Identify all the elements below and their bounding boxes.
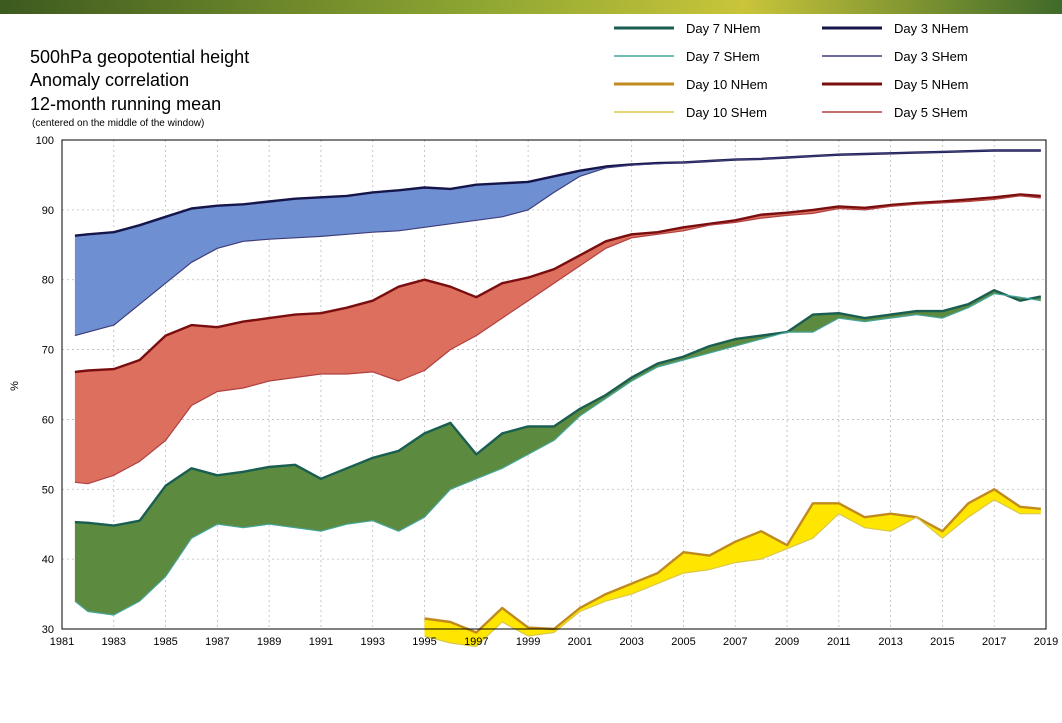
series-line-day-5-shem: [74, 195, 1041, 485]
band-day-10-nhem-to-day-10-shem: [424, 489, 1041, 647]
x-tick-label: 2019: [1034, 636, 1058, 648]
x-tick-label: 1989: [257, 636, 281, 648]
chart-title-line-2: Anomaly correlation: [30, 70, 189, 90]
series-line-day-10-shem: [424, 499, 1041, 648]
chart-title-line-3: 12-month running mean: [30, 94, 221, 114]
chart-note: (centered on the middle of the window): [32, 118, 204, 129]
x-tick-label: 1987: [205, 636, 229, 648]
legend-label-day-10-shem: Day 10 SHem: [686, 105, 767, 120]
series-lines: [74, 149, 1042, 648]
y-tick-label: 80: [42, 275, 54, 287]
legend: Day 7 NHem Day 3 NHem Day 7 SHem Day 3 SHem…: [614, 21, 968, 120]
y-tick-label: 50: [42, 484, 54, 496]
chart-title-line-1: 500hPa geopotential height: [30, 47, 249, 67]
series-line-day-3-shem: [74, 149, 1041, 337]
chart-title-block: 500hPa geopotential height Anomaly corre…: [30, 47, 249, 129]
x-tick-label: 1991: [309, 636, 333, 648]
x-tick-label: 1995: [412, 636, 436, 648]
y-tick-label: 100: [36, 135, 54, 147]
x-tick-label: 1981: [50, 636, 74, 648]
plot-frame: [61, 139, 1047, 630]
x-tick-label: 1999: [516, 636, 540, 648]
legend-label-day-7-shem: Day 7 SHem: [686, 49, 760, 64]
y-tick-label: 30: [42, 624, 54, 636]
x-tick-label: 2005: [671, 636, 695, 648]
band-day-3-nhem-to-day-3-shem: [74, 150, 1041, 336]
x-tick-label: 2009: [775, 636, 799, 648]
x-tick-label: 1983: [102, 636, 126, 648]
y-tick-label: 90: [42, 205, 54, 217]
y-tick-label: 70: [42, 345, 54, 357]
top-banner: [0, 0, 1062, 14]
series-line-day-5-nhem: [74, 193, 1041, 374]
x-tick-label: 2013: [878, 636, 902, 648]
x-tick-label: 2001: [568, 636, 592, 648]
series-bands: [74, 150, 1041, 647]
series-line-day-10-nhem: [424, 488, 1041, 634]
legend-label-day-7-nhem: Day 7 NHem: [686, 21, 760, 36]
legend-label-day-5-shem: Day 5 SHem: [894, 105, 968, 120]
x-tick-label: 1997: [464, 636, 488, 648]
legend-label-day-10-nhem: Day 10 NHem: [686, 77, 768, 92]
series-line-day-7-nhem: [74, 289, 1042, 527]
x-tick-label: 2003: [619, 636, 643, 648]
x-tick-label: 2015: [930, 636, 954, 648]
legend-label-day-5-nhem: Day 5 NHem: [894, 77, 968, 92]
axis-ticks: 1981 1983 1985 1987 1989 1991 1993 1995 1997 1999…: [36, 135, 1059, 648]
y-tick-label: 40: [42, 554, 54, 566]
x-tick-label: 2011: [827, 636, 851, 648]
legend-label-day-3-shem: Day 3 SHem: [894, 49, 968, 64]
x-tick-label: 1993: [360, 636, 384, 648]
legend-label-day-3-nhem: Day 3 NHem: [894, 21, 968, 36]
x-tick-label: 1985: [153, 636, 177, 648]
y-tick-label: 60: [42, 414, 54, 426]
series-line-day-7-shem: [74, 293, 1041, 616]
x-tick-label: 2007: [723, 636, 747, 648]
x-tick-label: 2017: [982, 636, 1006, 648]
band-day-5-nhem-to-day-5-shem: [74, 194, 1041, 484]
y-axis-label: %: [9, 381, 21, 391]
